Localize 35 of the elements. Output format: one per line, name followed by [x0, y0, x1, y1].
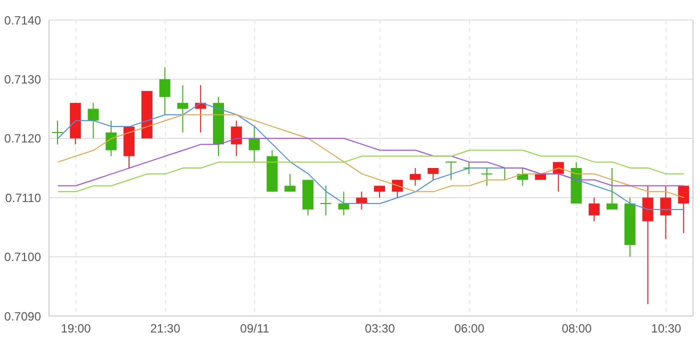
- candlestick: [159, 66, 170, 116]
- candlestick: [106, 120, 117, 157]
- y-tick-label: 0.7110: [5, 190, 42, 205]
- candlestick: [552, 162, 564, 192]
- x-tick-label: 03:30: [364, 322, 396, 336]
- candlestick: [338, 191, 350, 216]
- candlestick: [230, 120, 242, 157]
- x-tick-label: 19:00: [60, 322, 92, 336]
- y-tick-label: 0.7140: [4, 13, 42, 28]
- candlestick: [428, 168, 439, 180]
- candlestick: [410, 168, 421, 186]
- candlestick: [248, 126, 260, 163]
- x-tick-label: 21:30: [150, 322, 181, 336]
- x-tick-label: 10:30: [651, 322, 682, 336]
- candlestick: [88, 102, 99, 139]
- y-tick-label: 0.7100: [4, 250, 42, 264]
- candlestick: [52, 120, 63, 145]
- line-series: [57, 150, 685, 192]
- candlestick: [356, 191, 368, 210]
- candlestick: [320, 185, 332, 216]
- candlestick: [606, 168, 618, 210]
- candlestick: [284, 173, 296, 192]
- candlestick: [446, 162, 457, 180]
- y-tick-label: 0.7120: [4, 132, 42, 146]
- candlestick: [481, 168, 492, 186]
- candlestick: [642, 185, 654, 305]
- candlestick: [660, 185, 672, 240]
- x-tick-label: 06:00: [454, 322, 485, 336]
- x-tick-label: 08:00: [562, 322, 592, 336]
- candlestick: [678, 185, 690, 234]
- y-tick-label: 0.7090: [4, 309, 42, 324]
- candlestick: [177, 84, 188, 133]
- candlestick: [588, 197, 600, 222]
- x-tick-label: 09/11: [240, 322, 270, 336]
- y-tick-label: 0.7130: [4, 72, 42, 86]
